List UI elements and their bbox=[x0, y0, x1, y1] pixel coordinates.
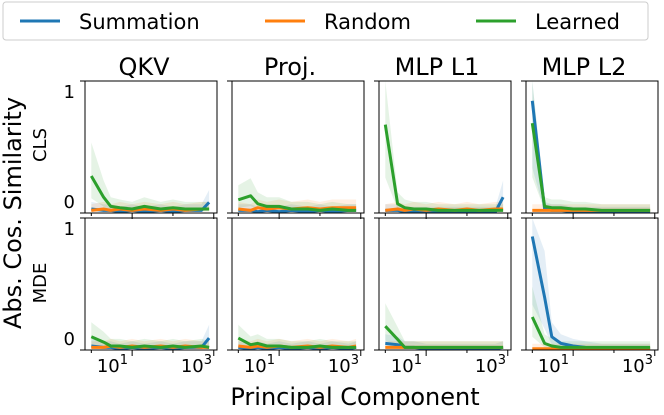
legend-label-random: Random bbox=[324, 10, 411, 34]
legend-label-learned: Learned bbox=[535, 10, 620, 34]
column-title-mlp-l2: MLP L2 bbox=[542, 53, 627, 81]
y-tick-label-top-1: 1 bbox=[64, 82, 75, 103]
column-title-proj: Proj. bbox=[264, 53, 316, 81]
legend-label-summation: Summation bbox=[79, 10, 200, 34]
series-line-mde-qkv-learned bbox=[90, 335, 210, 349]
legend-frame bbox=[2, 1, 649, 41]
series-line-cls-mlp-l1-learned bbox=[383, 124, 504, 212]
x-tick-labels: 101 103 101 103 101 103 101 103 bbox=[97, 353, 653, 377]
panel-frame-mde-proj bbox=[231, 217, 365, 351]
panel-cls-mlp-l1 bbox=[374, 80, 512, 219]
band-mde-mlp-l1-summation bbox=[385, 334, 504, 350]
y-tick-label-top-0: 0 bbox=[64, 192, 75, 213]
band-mde-mlp-l1-learned bbox=[385, 303, 504, 349]
band-mde-qkv-summation bbox=[91, 324, 210, 350]
legend: Summation Random Learned bbox=[2, 1, 649, 41]
row-label-cls: CLS bbox=[30, 128, 51, 162]
panel-frame-cls-mlp-l2 bbox=[525, 80, 659, 214]
panel-mde-qkv bbox=[80, 217, 218, 356]
series-line-mde-mlp-l2-summation bbox=[530, 236, 651, 351]
panel-cls-proj bbox=[227, 80, 365, 219]
panel-mde-mlp-l2 bbox=[521, 217, 659, 356]
band-mde-proj-learned bbox=[238, 324, 357, 349]
column-title-mlp-l1: MLP L1 bbox=[395, 53, 480, 81]
column-title-qkv: QKV bbox=[118, 53, 170, 81]
panel-cls-mlp-l2 bbox=[521, 80, 659, 219]
row-label-mde: MDE bbox=[30, 263, 51, 304]
panel-frame-mde-mlp-l1 bbox=[378, 217, 512, 351]
panel-cls-qkv bbox=[80, 80, 218, 219]
series-line-cls-qkv-learned bbox=[90, 175, 210, 211]
x-tick-label-c2-10-1: 101 bbox=[391, 353, 422, 377]
series-line-mde-mlp-l2-learned bbox=[530, 316, 651, 349]
x-tick-label-c0-10-3: 103 bbox=[181, 353, 212, 377]
y-axis-label: Abs. Cos. Similarity bbox=[0, 97, 27, 329]
band-cls-mlp-l2-learned bbox=[532, 81, 651, 212]
x-tick-label-c0-10-1: 101 bbox=[97, 353, 128, 377]
panel-frame-cls-qkv bbox=[84, 80, 218, 214]
band-cls-mlp-l2-summation bbox=[532, 81, 651, 213]
x-tick-label-c3-10-1: 101 bbox=[538, 353, 569, 377]
x-tick-label-c2-10-3: 103 bbox=[475, 353, 506, 377]
series-line-cls-mlp-l2-summation bbox=[530, 100, 651, 214]
x-tick-label-c1-10-1: 101 bbox=[244, 353, 275, 377]
y-tick-label-bottom-0: 0 bbox=[64, 329, 75, 350]
band-cls-proj-learned bbox=[238, 178, 357, 212]
panel-frame-cls-mlp-l1 bbox=[378, 80, 512, 214]
y-tick-label-bottom-1: 1 bbox=[64, 219, 75, 240]
x-tick-label-c3-10-3: 103 bbox=[622, 353, 653, 377]
band-mde-qkv-learned bbox=[91, 322, 210, 349]
panel-frame-cls-proj bbox=[231, 80, 365, 214]
band-cls-mlp-l1-learned bbox=[385, 81, 504, 212]
series-line-cls-proj-learned bbox=[237, 194, 357, 212]
panel-grid bbox=[80, 80, 659, 356]
series-line-cls-mlp-l2-learned bbox=[530, 122, 651, 212]
panel-mde-proj bbox=[227, 217, 365, 356]
panel-frame-mde-mlp-l2 bbox=[525, 217, 659, 351]
series-line-mde-proj-learned bbox=[237, 336, 357, 349]
x-tick-label-c1-10-3: 103 bbox=[328, 353, 359, 377]
panel-frame-mde-qkv bbox=[84, 217, 218, 351]
series-line-mde-mlp-l1-learned bbox=[384, 325, 504, 349]
band-cls-qkv-learned bbox=[91, 142, 210, 212]
x-axis-label: Principal Component bbox=[230, 383, 479, 411]
panel-mde-mlp-l1 bbox=[374, 217, 512, 356]
